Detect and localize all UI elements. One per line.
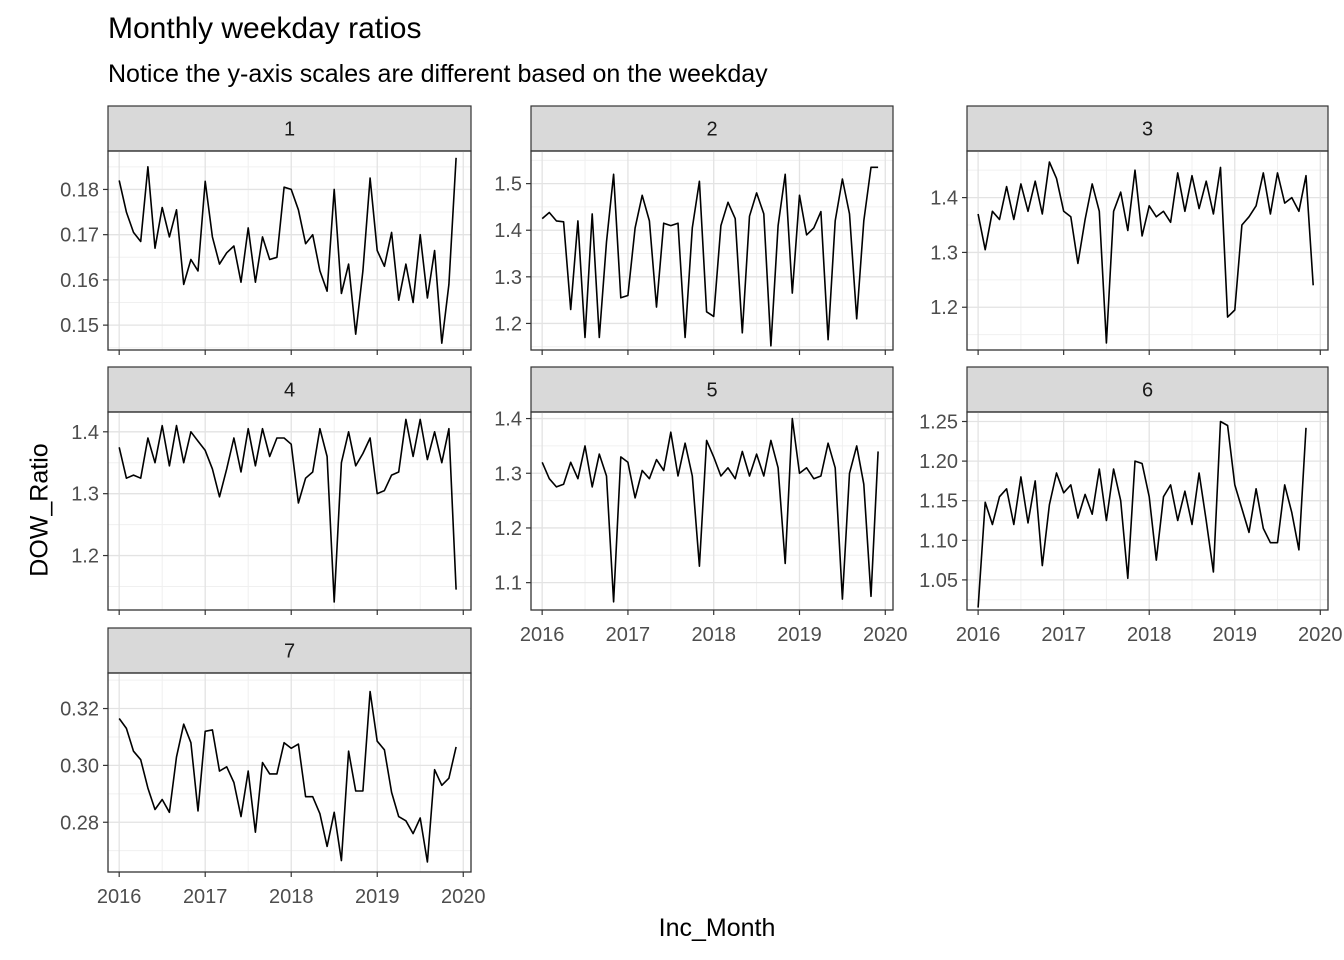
series-line-5 [541, 417, 879, 603]
panel-border-5 [530, 411, 894, 611]
series-line-6 [977, 420, 1307, 608]
y-tick-label: 1.15 [919, 491, 958, 513]
y-tick-label: 1.3 [71, 484, 99, 506]
facet-strip-label: 4 [284, 380, 295, 402]
y-tick-label: 0.18 [60, 179, 99, 201]
y-tick-label: 0.28 [60, 812, 99, 834]
y-tick-label: 0.32 [60, 699, 99, 721]
series-line-4 [118, 418, 457, 603]
y-tick-label: 0.15 [60, 315, 99, 337]
facet-strip-label: 7 [284, 641, 295, 663]
panel-border-2 [530, 150, 894, 351]
x-tick-label: 2020 [1298, 624, 1343, 646]
panel-border-7 [107, 672, 472, 873]
y-tick-label: 1.3 [494, 463, 522, 485]
y-tick-label: 1.4 [930, 188, 958, 210]
series-line-1 [118, 157, 457, 345]
series-line-2 [541, 166, 879, 347]
y-tick-label: 1.3 [494, 267, 522, 289]
x-tick-label: 2016 [97, 886, 142, 908]
x-tick-label: 2016 [956, 624, 1001, 646]
facet-strip-3 [966, 105, 1329, 152]
panel-border-6 [966, 411, 1329, 611]
facet-strip-6 [966, 366, 1329, 413]
y-tick-label: 1.4 [494, 220, 522, 242]
y-tick-label: 1.05 [919, 570, 958, 592]
facet-strip-4 [107, 366, 472, 413]
panel-border-1 [107, 150, 472, 351]
x-tick-label: 2019 [1213, 624, 1258, 646]
y-tick-label: 1.2 [494, 518, 522, 540]
x-tick-label: 2018 [269, 886, 314, 908]
x-tick-label: 2020 [863, 624, 908, 646]
series-line-7 [118, 690, 457, 863]
y-tick-label: 0.17 [60, 225, 99, 247]
y-tick-label: 1.5 [494, 174, 522, 196]
chart-subtitle: Notice the y-axis scales are different b… [108, 60, 768, 88]
y-tick-label: 1.2 [71, 546, 99, 568]
y-tick-label: 1.20 [919, 451, 958, 473]
y-tick-label: 1.4 [494, 409, 522, 431]
facet-strip-7 [107, 627, 472, 674]
x-axis-label: Inc_Month [658, 914, 776, 942]
facet-strip-label: 1 [284, 119, 295, 141]
y-tick-label: 1.4 [71, 422, 99, 444]
chart-title: Monthly weekday ratios [108, 12, 422, 45]
y-tick-label: 1.1 [494, 573, 522, 595]
facet-strip-label: 3 [1142, 119, 1153, 141]
y-tick-label: 0.16 [60, 270, 99, 292]
x-tick-label: 2016 [520, 624, 565, 646]
panel-border-3 [966, 150, 1329, 351]
facet-strip-1 [107, 105, 472, 152]
panel-border-4 [107, 411, 472, 611]
facet-strip-label: 5 [706, 380, 717, 402]
x-tick-label: 2020 [441, 886, 486, 908]
y-tick-label: 1.2 [930, 297, 958, 319]
x-tick-label: 2018 [1127, 624, 1172, 646]
x-tick-label: 2019 [355, 886, 400, 908]
y-tick-label: 1.2 [494, 313, 522, 335]
series-line-3 [977, 161, 1314, 344]
y-tick-label: 0.30 [60, 755, 99, 777]
y-tick-label: 1.25 [919, 412, 958, 434]
x-tick-label: 2017 [1041, 624, 1086, 646]
x-tick-label: 2019 [777, 624, 822, 646]
facet-strip-label: 2 [706, 119, 717, 141]
y-tick-label: 1.10 [919, 530, 958, 552]
x-tick-label: 2017 [183, 886, 228, 908]
y-tick-label: 1.3 [930, 242, 958, 264]
x-tick-label: 2018 [691, 624, 736, 646]
facet-strip-label: 6 [1142, 380, 1153, 402]
x-tick-label: 2017 [606, 624, 651, 646]
